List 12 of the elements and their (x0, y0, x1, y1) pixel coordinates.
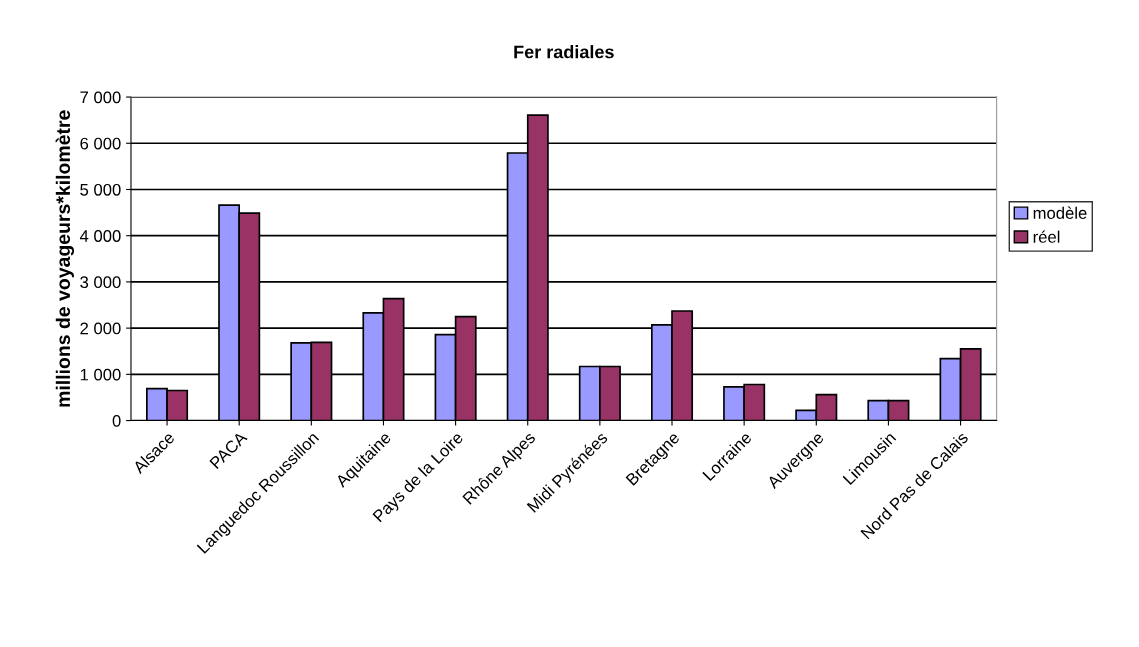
legend-label: modèle (1033, 206, 1087, 219)
y-axis-title: millions de voyageurs*kilomètre (55, 110, 74, 407)
y-tick-label: 2 000 (80, 322, 121, 335)
chart-title: Fer radiales (514, 45, 614, 59)
y-tick-label: 3 000 (80, 276, 121, 289)
y-tick-label: 4 000 (79, 230, 121, 242)
legend-label: réel (1033, 230, 1060, 243)
y-tick-label: 6 000 (80, 137, 121, 150)
y-tick-label: 1 000 (80, 368, 121, 381)
y-tick-label: 0 (112, 414, 121, 427)
y-tick-label: 7 000 (80, 91, 121, 104)
y-tick-label: 5 000 (80, 183, 121, 196)
